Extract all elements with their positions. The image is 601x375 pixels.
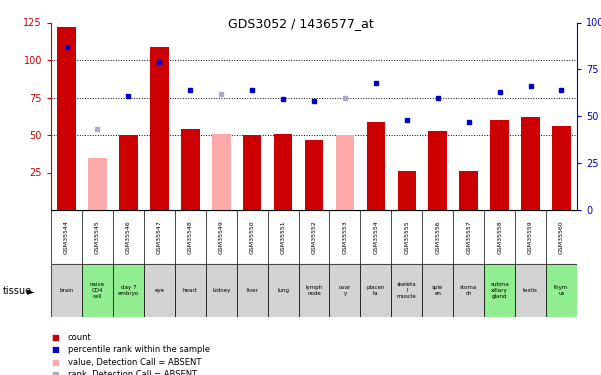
Text: naive
CD4
cell: naive CD4 cell — [90, 282, 105, 299]
Text: kidney: kidney — [212, 288, 230, 293]
Bar — [391, 264, 423, 317]
Bar — [237, 264, 267, 317]
Bar — [397, 171, 416, 210]
Bar — [144, 264, 175, 317]
Bar — [423, 264, 453, 317]
Text: brain: brain — [59, 288, 74, 293]
Bar — [453, 264, 484, 317]
Text: ■: ■ — [51, 345, 59, 354]
Bar — [267, 264, 299, 317]
Text: placen
ta: placen ta — [367, 285, 385, 296]
Text: subma
xillary
gland: subma xillary gland — [490, 282, 509, 299]
Text: ■: ■ — [51, 358, 59, 367]
Bar — [51, 264, 82, 317]
Text: GSM35545: GSM35545 — [95, 220, 100, 254]
Bar — [212, 134, 231, 210]
Text: ►: ► — [27, 286, 34, 296]
Text: ■: ■ — [51, 333, 59, 342]
Text: thym
us: thym us — [554, 285, 569, 296]
Text: eye: eye — [154, 288, 164, 293]
Bar — [181, 129, 200, 210]
Bar — [82, 264, 113, 317]
Bar — [274, 134, 292, 210]
Text: GSM35555: GSM35555 — [404, 220, 409, 254]
Bar — [119, 135, 138, 210]
Text: GSM35557: GSM35557 — [466, 220, 471, 254]
Text: GSM35547: GSM35547 — [157, 220, 162, 254]
Text: value, Detection Call = ABSENT: value, Detection Call = ABSENT — [68, 358, 201, 367]
Text: testis: testis — [523, 288, 538, 293]
Text: GSM35560: GSM35560 — [559, 220, 564, 254]
Text: lymph
node: lymph node — [305, 285, 323, 296]
Text: GSM35559: GSM35559 — [528, 220, 533, 254]
Text: GSM35554: GSM35554 — [373, 220, 379, 254]
Bar — [175, 264, 206, 317]
Text: liver: liver — [246, 288, 258, 293]
Text: heart: heart — [183, 288, 198, 293]
Bar — [515, 264, 546, 317]
Text: skeleta
l
muscle: skeleta l muscle — [397, 282, 416, 299]
Bar — [429, 130, 447, 210]
Text: GSM35551: GSM35551 — [281, 220, 285, 254]
Bar — [521, 117, 540, 210]
Text: stoma
ch: stoma ch — [460, 285, 477, 296]
Bar — [336, 135, 354, 210]
Bar — [552, 126, 571, 210]
Text: GSM35546: GSM35546 — [126, 220, 131, 254]
Bar — [361, 264, 391, 317]
Bar — [459, 171, 478, 210]
Bar — [367, 122, 385, 210]
Bar — [88, 158, 107, 210]
Bar — [243, 135, 261, 210]
Text: GSM35549: GSM35549 — [219, 220, 224, 254]
Text: GSM35553: GSM35553 — [343, 220, 347, 254]
Text: GSM35544: GSM35544 — [64, 220, 69, 254]
Text: sple
en: sple en — [432, 285, 444, 296]
Bar — [305, 140, 323, 210]
Text: GSM35556: GSM35556 — [435, 220, 441, 254]
Text: GSM35548: GSM35548 — [188, 220, 193, 254]
Text: percentile rank within the sample: percentile rank within the sample — [68, 345, 210, 354]
Bar — [206, 264, 237, 317]
Bar — [57, 27, 76, 210]
Text: lung: lung — [277, 288, 289, 293]
Text: tissue: tissue — [3, 286, 32, 296]
Text: ■: ■ — [51, 370, 59, 375]
Bar — [113, 264, 144, 317]
Bar — [490, 120, 509, 210]
Text: rank, Detection Call = ABSENT: rank, Detection Call = ABSENT — [68, 370, 197, 375]
Text: GSM35550: GSM35550 — [249, 220, 255, 254]
Bar — [299, 264, 329, 317]
Bar — [329, 264, 361, 317]
Text: day 7
embryо: day 7 embryо — [118, 285, 139, 296]
Bar — [150, 46, 169, 210]
Text: GSM35552: GSM35552 — [311, 220, 317, 254]
Text: ovar
y: ovar y — [339, 285, 351, 296]
Bar — [484, 264, 515, 317]
Bar — [546, 264, 577, 317]
Text: GSM35558: GSM35558 — [497, 220, 502, 254]
Text: count: count — [68, 333, 92, 342]
Text: GDS3052 / 1436577_at: GDS3052 / 1436577_at — [228, 17, 373, 30]
